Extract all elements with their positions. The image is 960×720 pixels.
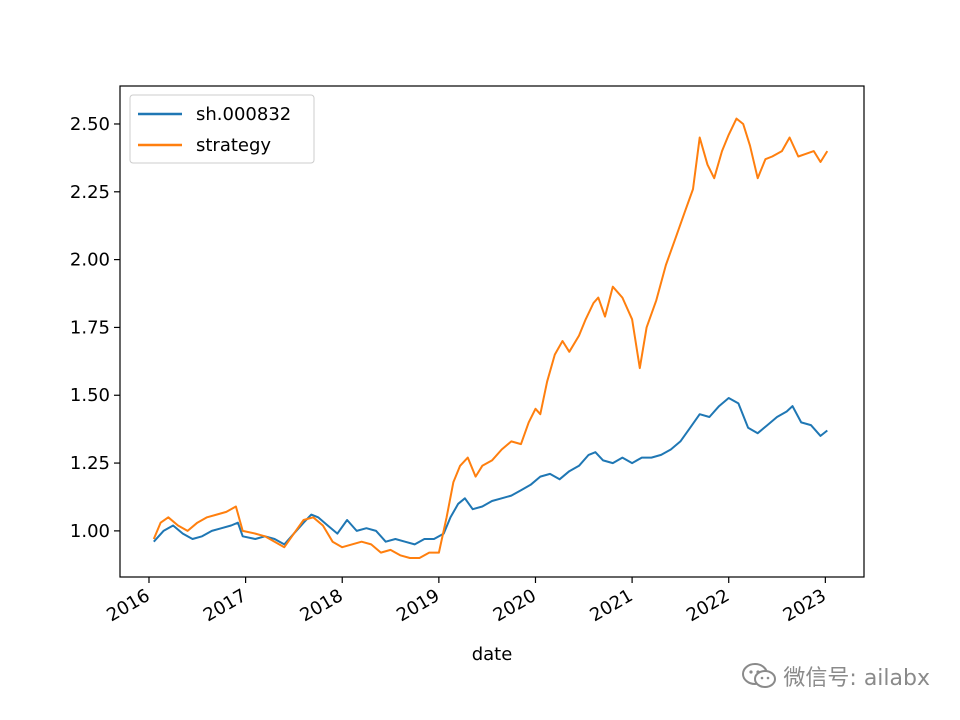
y-tick-label: 1.25 <box>70 453 110 474</box>
x-tick-label: 2020 <box>490 585 540 626</box>
x-tick-label: 2017 <box>200 585 250 626</box>
series-line-strategy <box>152 117 829 559</box>
x-tick-label: 2018 <box>297 585 347 626</box>
legend-label: strategy <box>196 135 271 156</box>
legend: sh.000832 strategy <box>129 94 315 164</box>
y-axis: 1.00 1.25 1.50 1.75 2.00 2.25 2.50 <box>70 114 120 542</box>
y-tick-label: 1.50 <box>70 385 110 406</box>
plot-area <box>152 117 829 559</box>
plot-frame <box>119 85 865 578</box>
x-tick-label: 2022 <box>683 585 733 626</box>
y-tick-label: 2.00 <box>70 250 110 271</box>
wechat-icon <box>741 662 777 690</box>
legend-label: sh.000832 <box>196 104 291 125</box>
x-tick-label: 2016 <box>103 585 153 626</box>
y-tick-label: 2.50 <box>70 114 110 135</box>
y-tick-label: 1.75 <box>70 317 110 338</box>
watermark-text: 微信号: ailabx <box>783 666 930 691</box>
x-axis-label: date <box>472 644 513 665</box>
x-tick-label: 2019 <box>393 585 443 626</box>
x-tick-label: 2023 <box>780 585 830 626</box>
watermark: 微信号: ailabx <box>741 660 930 692</box>
y-tick-label: 2.25 <box>70 182 110 203</box>
x-axis: 2016 2017 2018 2019 2020 2021 2022 2023 <box>103 577 830 626</box>
y-tick-label: 1.00 <box>70 521 110 542</box>
x-tick-label: 2021 <box>586 585 636 626</box>
series-line-sh-000832 <box>153 397 828 546</box>
